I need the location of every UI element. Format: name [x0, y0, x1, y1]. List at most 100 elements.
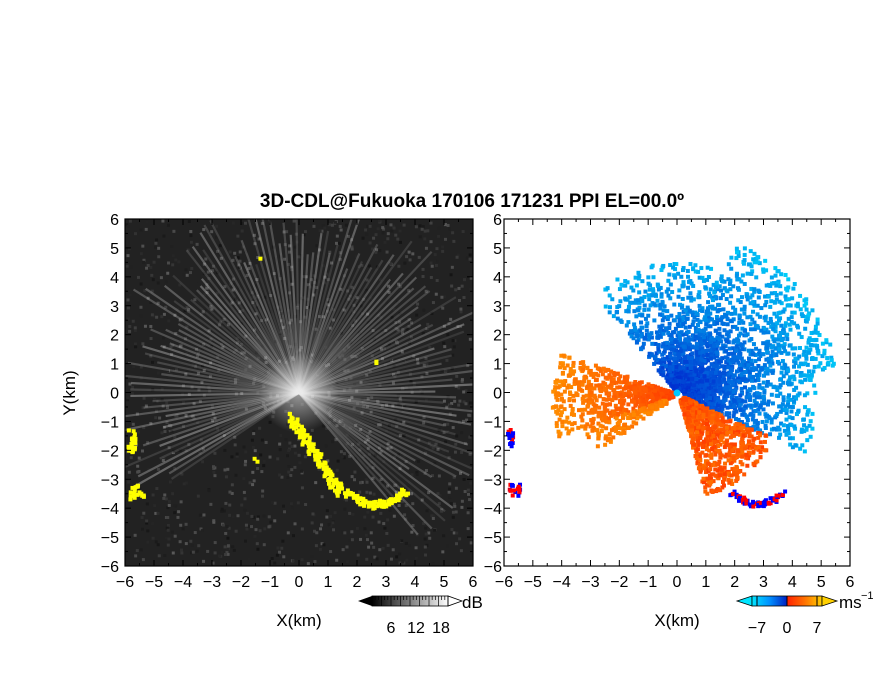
noise-pixel	[251, 301, 255, 305]
velocity-pixel	[718, 374, 723, 379]
noise-pixel	[366, 446, 370, 450]
noise-pixel	[300, 297, 304, 301]
hard-target-pixel	[362, 503, 367, 508]
velocity-pixel	[700, 450, 705, 455]
velocity-pixel	[721, 370, 726, 375]
velocity-pixel	[745, 389, 750, 394]
x-tick-label: 0	[295, 574, 304, 591]
velocity-pixel	[723, 385, 728, 390]
noise-pixel	[450, 284, 454, 288]
noise-pixel	[448, 227, 452, 231]
noise-pixel	[144, 404, 148, 408]
noise-pixel	[446, 223, 450, 227]
noise-pixel	[211, 412, 215, 416]
noise-pixel	[139, 314, 143, 318]
noise-pixel	[223, 468, 227, 472]
velocity-pixel	[726, 262, 731, 267]
velocity-pixel	[765, 379, 770, 384]
noise-pixel	[464, 389, 468, 393]
velocity-pixel	[810, 411, 815, 416]
velocity-pixel	[781, 380, 786, 385]
noise-pixel	[415, 470, 419, 474]
noise-pixel	[346, 289, 350, 293]
noise-pixel	[334, 438, 338, 442]
velocity-pixel	[733, 423, 738, 428]
noise-pixel	[381, 226, 385, 230]
noise-pixel	[284, 438, 288, 442]
noise-pixel	[323, 281, 327, 285]
noise-pixel	[231, 515, 235, 519]
noise-pixel	[466, 364, 470, 368]
noise-pixel	[385, 387, 389, 391]
noise-pixel	[392, 364, 396, 368]
noise-pixel	[226, 544, 230, 548]
noise-pixel	[183, 352, 187, 356]
velocity-pixel	[725, 430, 730, 435]
velocity-pixel	[642, 295, 647, 300]
noise-pixel	[245, 511, 249, 515]
noise-pixel	[320, 495, 324, 499]
velocity-pixel	[736, 360, 741, 365]
noise-pixel	[216, 249, 220, 253]
noise-pixel	[253, 534, 257, 538]
noise-pixel	[335, 558, 339, 562]
noise-pixel	[343, 507, 347, 511]
noise-pixel	[194, 282, 198, 286]
velocity-pixel	[636, 298, 641, 303]
noise-pixel	[443, 423, 447, 427]
noise-pixel	[192, 402, 196, 406]
noise-pixel	[369, 273, 373, 277]
velocity-pixel	[677, 375, 682, 380]
noise-pixel	[216, 427, 220, 431]
velocity-pixel	[822, 348, 827, 353]
noise-pixel	[329, 524, 333, 528]
noise-pixel	[192, 416, 196, 420]
velocity-pixel	[709, 343, 714, 348]
noise-pixel	[135, 412, 139, 416]
velocity-pixel	[711, 337, 716, 342]
noise-pixel	[418, 224, 422, 228]
noise-pixel	[468, 287, 472, 291]
velocity-pixel	[745, 424, 750, 429]
noise-pixel	[335, 234, 339, 238]
noise-pixel	[414, 400, 418, 404]
velocity-pixel	[677, 330, 682, 335]
y-tick-label: 1	[110, 357, 119, 374]
velocity-pixel	[707, 448, 712, 453]
velocity-pixel	[698, 350, 703, 355]
velocity-pixel	[660, 265, 665, 270]
noise-pixel	[427, 531, 431, 535]
noise-pixel	[300, 486, 304, 490]
noise-pixel	[129, 265, 133, 269]
noise-pixel	[327, 363, 331, 367]
noise-pixel	[209, 502, 213, 506]
velocity-pixel	[816, 351, 821, 356]
noise-pixel	[414, 546, 418, 550]
velocity-pixel	[829, 358, 834, 363]
noise-pixel	[279, 350, 283, 354]
noise-pixel	[212, 520, 216, 524]
velocity-pixel	[660, 344, 665, 349]
velocity-pixel	[709, 393, 714, 398]
velocity-pixel	[686, 329, 691, 334]
velocity-pixel	[766, 399, 771, 404]
velocity-pixel	[696, 418, 701, 423]
velocity-pixel	[766, 356, 771, 361]
noise-pixel	[234, 348, 238, 352]
noise-pixel	[372, 492, 376, 496]
noise-pixel	[161, 219, 165, 223]
noise-pixel	[150, 289, 154, 293]
noise-pixel	[286, 475, 290, 479]
velocity-pixel	[779, 272, 784, 277]
hard-target-pixel	[128, 497, 133, 502]
noise-pixel	[335, 241, 339, 245]
velocity-pixel	[722, 424, 727, 429]
noise-pixel	[394, 321, 398, 325]
noise-pixel	[149, 337, 153, 341]
velocity-pixel	[749, 348, 754, 353]
noise-pixel	[404, 460, 408, 464]
noise-pixel	[303, 230, 307, 234]
noise-pixel	[214, 362, 218, 366]
velocity-pixel	[697, 275, 702, 280]
velocity-pixel	[677, 311, 682, 316]
